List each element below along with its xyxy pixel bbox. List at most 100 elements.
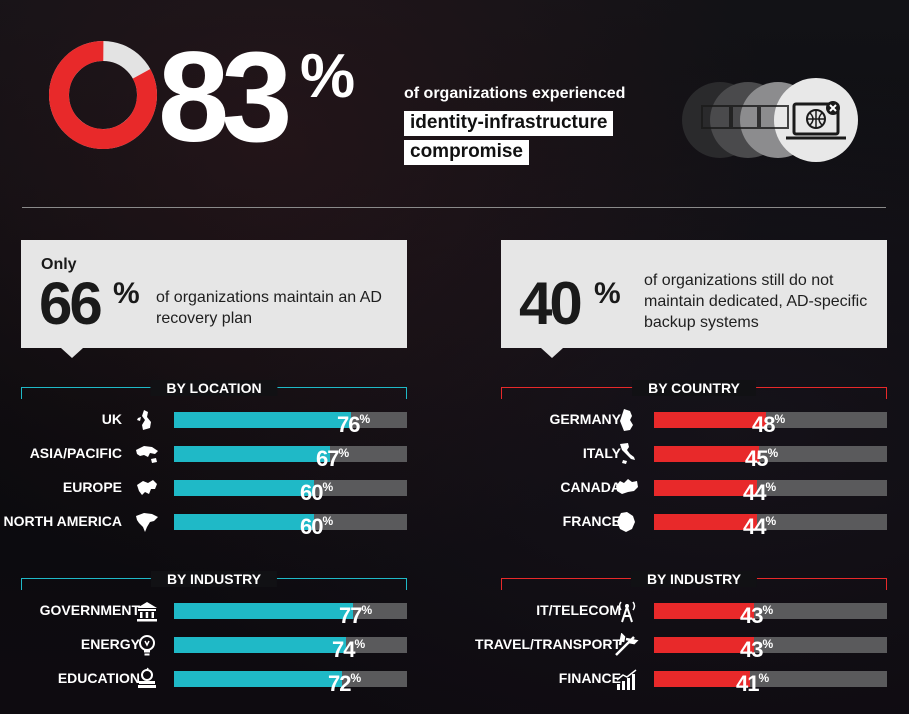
bar bbox=[174, 514, 314, 530]
section-title: BY INDUSTRY bbox=[150, 571, 278, 587]
bar-track: 48% bbox=[654, 412, 887, 437]
bar bbox=[174, 480, 314, 496]
bar-track: 45% bbox=[654, 446, 887, 471]
bar bbox=[174, 412, 351, 428]
bar-row: EUROPE 60% bbox=[0, 475, 909, 505]
bar-track: 60% bbox=[174, 480, 407, 505]
germany-map-icon bbox=[620, 409, 633, 431]
callout-pointer bbox=[541, 348, 563, 358]
italy-map-icon bbox=[620, 443, 635, 464]
bar-label: NORTH AMERICA bbox=[3, 513, 122, 529]
bar-label: ENERGY bbox=[80, 636, 140, 652]
bar bbox=[654, 446, 759, 462]
bar-track: 67% bbox=[174, 446, 407, 471]
bar bbox=[174, 603, 353, 619]
bar-label: GOVERNMENT bbox=[39, 602, 140, 618]
bar-value-label: 48% bbox=[752, 412, 786, 437]
north-america-map-icon bbox=[136, 513, 158, 532]
section-header-industry-left: BY INDUSTRY bbox=[21, 571, 407, 590]
section-title: BY INDUSTRY bbox=[630, 571, 758, 587]
bar-label: ASIA/PACIFIC bbox=[29, 445, 122, 461]
bar-label: FRANCE bbox=[562, 513, 621, 529]
section-header-location: BY LOCATION bbox=[21, 380, 407, 399]
bar-label: IT/TELECOM bbox=[536, 602, 621, 618]
stat-box-backup-systems: 40 % of organizations still do not maint… bbox=[501, 240, 887, 358]
bar-value-label: 60% bbox=[300, 514, 334, 539]
bar-value-label: 43% bbox=[740, 603, 774, 628]
airplane-icon bbox=[615, 633, 639, 656]
bar-value-label: 41% bbox=[736, 671, 770, 696]
bar bbox=[174, 446, 330, 462]
hero-text-line-2: identity-infrastructure bbox=[404, 111, 614, 136]
bar-label: ITALY bbox=[582, 445, 621, 461]
bar-value-label: 77% bbox=[339, 603, 373, 628]
stat-value: 40 bbox=[519, 270, 583, 337]
bar-label: EUROPE bbox=[62, 479, 122, 495]
bar-label: FINANCE bbox=[558, 670, 621, 686]
stat-description: of organizations maintain an AD recovery… bbox=[156, 289, 382, 327]
bar-track: 41% bbox=[654, 671, 887, 696]
uk-map-icon bbox=[137, 410, 151, 430]
bar-row: GERMANY 48% bbox=[0, 407, 909, 437]
bar bbox=[654, 671, 750, 687]
hero-ring-arc bbox=[48, 40, 157, 149]
bar-row: TRAVEL/TRANSPORT 43% bbox=[0, 632, 909, 662]
bar-label: UK bbox=[101, 411, 122, 427]
stat-box-ad-recovery: Only 66 % of organizations maintain an A… bbox=[21, 240, 407, 358]
divider bbox=[22, 207, 886, 208]
section-title: BY COUNTRY bbox=[632, 380, 756, 396]
bar-row: ENERGY 74% bbox=[0, 632, 909, 662]
bar-row: GOVERNMENT 77% bbox=[0, 598, 909, 628]
bar bbox=[654, 514, 757, 530]
bar-track: 72% bbox=[174, 671, 407, 696]
hero-donut-ring bbox=[48, 40, 157, 149]
stat-percent-sign: % bbox=[594, 277, 621, 310]
bar-row: FINANCE 41% bbox=[0, 666, 909, 696]
callout-pointer bbox=[61, 348, 83, 358]
bar-value-label: 45% bbox=[745, 446, 779, 471]
section-header-country: BY COUNTRY bbox=[501, 380, 887, 399]
bar-value-label: 74% bbox=[332, 637, 366, 662]
bar-track: 44% bbox=[654, 514, 887, 539]
bar-track: 77% bbox=[174, 603, 407, 628]
growth-chart-icon bbox=[616, 669, 637, 690]
bar-value-label: 60% bbox=[300, 480, 334, 505]
hero-text-line-3: compromise bbox=[404, 140, 529, 165]
bar-row: NORTH AMERICA 60% bbox=[0, 509, 909, 539]
canada-map-icon bbox=[616, 479, 638, 494]
bar bbox=[654, 603, 754, 619]
bar-row: UK 76% bbox=[0, 407, 909, 437]
stat-percent-sign: % bbox=[113, 277, 140, 310]
bar bbox=[654, 637, 754, 653]
bar-track: 76% bbox=[174, 412, 407, 437]
laptop-globe-x-icon bbox=[682, 78, 858, 162]
antenna-tower-icon bbox=[618, 601, 636, 623]
france-map-icon bbox=[617, 512, 635, 532]
bar-label: CANADA bbox=[560, 479, 621, 495]
bar-value-label: 44% bbox=[743, 514, 777, 539]
bar-row: ASIA/PACIFIC 67% bbox=[0, 441, 909, 471]
apple-books-icon bbox=[138, 667, 156, 688]
hero-text-line-1: of organizations experienced bbox=[404, 85, 626, 102]
bar bbox=[174, 637, 346, 653]
bar bbox=[654, 480, 757, 496]
bar-row: FRANCE 44% bbox=[0, 509, 909, 539]
stat-description: of organizations still do not maintain d… bbox=[644, 272, 868, 331]
bar-value-label: 43% bbox=[740, 637, 774, 662]
hero-value: 83 bbox=[158, 26, 292, 169]
bar-label: TRAVEL/TRANSPORT bbox=[475, 636, 621, 652]
bar-value-label: 76% bbox=[337, 412, 371, 437]
asia-pacific-map-icon bbox=[136, 446, 158, 463]
bar-row: EDUCATION 72% bbox=[0, 666, 909, 696]
bar bbox=[654, 412, 766, 428]
hero-percent-sign: % bbox=[300, 42, 356, 111]
bar-label: EDUCATION bbox=[57, 670, 140, 686]
bar-track: 43% bbox=[654, 603, 887, 628]
bar-track: 43% bbox=[654, 637, 887, 662]
bar-track: 60% bbox=[174, 514, 407, 539]
stat-prefix: Only bbox=[41, 256, 77, 273]
section-header-industry-right: BY INDUSTRY bbox=[501, 571, 887, 590]
europe-map-icon bbox=[137, 480, 157, 495]
bar-value-label: 44% bbox=[743, 480, 777, 505]
